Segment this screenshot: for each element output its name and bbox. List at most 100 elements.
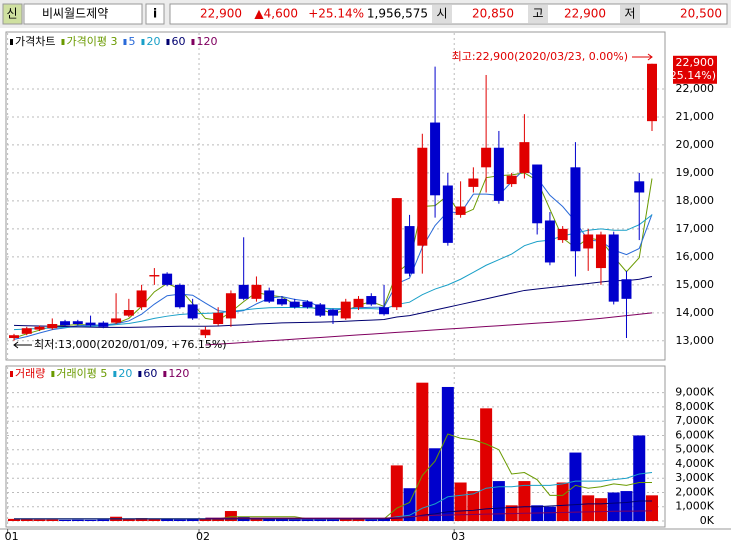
volume-bar — [301, 519, 314, 522]
candle-body — [353, 298, 364, 308]
candle-body — [634, 181, 645, 193]
volume-bar — [8, 518, 20, 522]
candle-body — [289, 301, 300, 308]
volume-bar — [199, 518, 212, 522]
legend-label: 20 — [118, 367, 132, 380]
volume-bar — [543, 506, 556, 522]
candle-body — [468, 178, 479, 187]
legend-label: 20 — [146, 35, 160, 48]
price: 22,900 — [200, 7, 242, 21]
info-button[interactable] — [145, 3, 165, 25]
y-tick-label: 7,000K — [675, 414, 714, 427]
legend-label: 5 — [128, 35, 135, 48]
price-panel — [5, 31, 666, 361]
ma-line — [14, 500, 652, 520]
candle-body — [238, 284, 249, 299]
volume-panel — [5, 365, 666, 528]
volume-bar — [46, 519, 59, 522]
volume-bar — [148, 518, 161, 522]
volume-bar — [416, 382, 429, 522]
low: 20,500 — [680, 7, 722, 21]
open-label: 시 — [436, 7, 447, 21]
volume-bar — [161, 518, 174, 522]
volume-bar — [607, 492, 620, 522]
volume-bar — [339, 518, 352, 522]
candle-body — [123, 310, 134, 316]
badge: 신 — [6, 7, 17, 21]
high-annotation: 최고:22,900(2020/03/23, 0.00%) — [452, 50, 628, 63]
y-tick-label: 3,000K — [675, 471, 714, 484]
volume-bar — [365, 519, 378, 522]
y-tick-label: 21,000 — [676, 110, 715, 123]
volume-bar — [390, 465, 403, 522]
volume-bar — [492, 481, 505, 522]
legend-swatch — [166, 39, 170, 45]
candle-body — [174, 284, 185, 308]
candle-body — [213, 312, 224, 325]
legend-swatch — [141, 39, 145, 45]
volume-bar — [378, 518, 391, 522]
volume-bar — [59, 519, 72, 522]
candle-body — [72, 321, 83, 325]
legend-label: 거래량 — [15, 367, 45, 380]
volume-bar — [224, 511, 237, 522]
y-tick-label: 9,000K — [675, 386, 714, 399]
rate: +25.14% — [308, 7, 364, 21]
candle-body — [187, 304, 198, 319]
volume-bar — [582, 495, 595, 522]
arrow — [632, 53, 653, 61]
y-tick-label: 20,000 — [676, 138, 715, 151]
legend-swatch — [163, 371, 167, 377]
volume-bar — [556, 482, 569, 522]
candle-body — [404, 226, 415, 274]
change: ▲4,600 — [254, 7, 298, 21]
volume-bar — [173, 519, 186, 522]
stock-name: 비씨월드제약 — [42, 6, 108, 21]
legend-label: 60 — [171, 35, 185, 48]
legend-swatch — [138, 371, 142, 377]
name-box[interactable] — [23, 3, 143, 25]
legend-label: 가격차트 — [15, 35, 55, 48]
candle-body — [340, 301, 351, 319]
volume-bar — [97, 519, 110, 522]
volume-bar — [33, 519, 46, 522]
legend-label: 거래이평 5 — [56, 367, 107, 380]
legend-swatch — [10, 371, 13, 377]
candle-body — [149, 275, 160, 277]
last-price-box — [673, 55, 717, 84]
volume-bar — [441, 386, 454, 522]
candle-body — [455, 206, 466, 215]
legend-swatch — [123, 39, 127, 45]
legend-label: 60 — [143, 367, 157, 380]
candle-body — [391, 198, 402, 308]
volume-bar — [250, 518, 263, 522]
x-tick-label: 03 — [451, 530, 465, 543]
volume-bar — [275, 519, 288, 522]
y-tick-label: 13,000 — [676, 334, 715, 347]
candle-body — [162, 273, 173, 285]
volume-bar — [186, 519, 199, 522]
volume-bar — [633, 435, 646, 522]
y-tick-label: 17,000 — [676, 222, 715, 235]
y-tick-label: 8,000K — [675, 400, 714, 413]
info: i — [153, 7, 157, 21]
label-cell — [528, 5, 548, 23]
y-tick-label: 4,000K — [675, 457, 714, 470]
legend-swatch — [51, 371, 55, 377]
open: 20,850 — [472, 7, 514, 21]
candle-body — [532, 164, 543, 224]
y-tick-label: 6,000K — [675, 428, 714, 441]
volume-bar — [314, 519, 327, 522]
candle-body — [366, 296, 377, 305]
legend-swatch — [191, 39, 195, 45]
volume-bar — [467, 491, 480, 522]
y-tick-label: 5,000K — [675, 443, 714, 456]
volume: 1,956,575 — [367, 7, 428, 21]
y-tick-label: 2,000K — [675, 485, 714, 498]
volume-bar — [122, 518, 135, 522]
candle-body — [98, 322, 109, 327]
arrow — [13, 341, 32, 349]
candle-body — [621, 279, 632, 299]
ma-line — [205, 510, 653, 519]
